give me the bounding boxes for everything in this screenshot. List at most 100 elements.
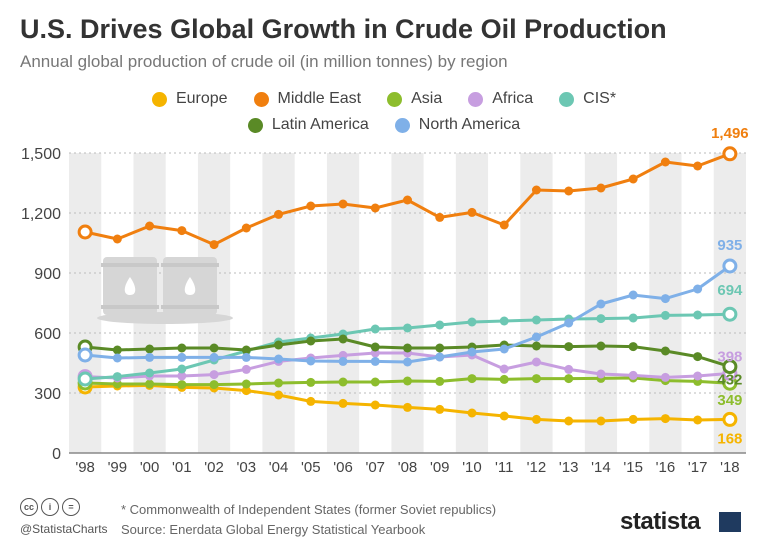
data-point-africa [596, 369, 606, 379]
data-point-middle-east [531, 185, 541, 195]
data-point-latin-america [628, 342, 638, 352]
y-tick-label: 900 [34, 266, 61, 283]
data-point-middle-east [209, 240, 219, 250]
data-point-north-america [274, 354, 284, 364]
data-point-cis [112, 372, 122, 382]
data-point-north-america [209, 352, 219, 362]
legend-item-asia: Asia [387, 90, 442, 108]
cc-icon: cc [20, 498, 38, 516]
data-point-europe [403, 402, 412, 412]
data-point-asia [403, 376, 412, 386]
legend-swatch-latin-america [247, 117, 263, 133]
data-point-cis [531, 315, 541, 325]
data-point-middle-east [564, 186, 574, 196]
data-point-cis [628, 313, 638, 323]
legend-label-africa: Africa [492, 90, 534, 107]
data-point-middle-east [722, 146, 738, 162]
grid-band [713, 153, 746, 453]
data-point-north-america [499, 344, 509, 354]
data-point-latin-america [145, 344, 155, 354]
data-point-latin-america [531, 341, 541, 351]
legend-swatch-cis [559, 91, 575, 107]
end-value-label: 1,496 [711, 125, 749, 142]
data-point-cis [596, 314, 606, 324]
legend-row-2: Latin America North America [0, 116, 768, 134]
legend-item-cis: CIS* [559, 90, 616, 108]
data-point-latin-america [596, 341, 606, 351]
legend-swatch-europe [151, 91, 167, 107]
data-point-europe [722, 411, 738, 427]
x-tick-label: '15 [623, 459, 643, 476]
grid-band [455, 153, 489, 453]
data-point-latin-america [274, 340, 284, 350]
x-tick-label: '11 [495, 459, 513, 476]
legend-swatch-north-america [394, 117, 410, 133]
grid-band [326, 153, 360, 453]
data-point-latin-america [564, 342, 574, 352]
data-point-middle-east [241, 223, 251, 233]
barrel-hoop [161, 263, 219, 267]
data-point-middle-east [306, 201, 316, 211]
data-point-north-america [306, 356, 316, 366]
x-tick-label: '09 [430, 459, 450, 476]
legend-item-middle-east: Middle East [253, 90, 361, 108]
x-tick-label: '08 [398, 459, 418, 476]
data-point-asia [241, 379, 251, 389]
oil-barrels-illustration [97, 257, 233, 324]
legend-swatch-asia [387, 91, 403, 107]
data-point-middle-east [370, 203, 380, 213]
data-point-cis [177, 364, 187, 374]
x-tick-label: '10 [462, 459, 482, 476]
data-point-middle-east [628, 174, 638, 184]
data-point-latin-america [306, 336, 316, 346]
data-point-europe [628, 414, 638, 424]
end-value-label: 935 [717, 237, 742, 254]
data-point-europe [435, 404, 445, 414]
chart-subtitle: Annual global production of crude oil (i… [20, 52, 508, 71]
data-point-north-america [628, 290, 638, 300]
data-point-asia [564, 374, 574, 384]
data-point-europe [660, 414, 670, 424]
data-point-asia [274, 378, 284, 388]
data-point-cis [467, 317, 477, 327]
data-point-cis [693, 310, 703, 320]
data-point-north-america [145, 352, 155, 362]
data-point-africa [241, 364, 251, 374]
data-point-europe [274, 390, 284, 400]
x-tick-label: '07 [365, 459, 385, 476]
barrel-icon [101, 257, 159, 315]
data-point-latin-america [241, 345, 251, 355]
data-point-europe [306, 396, 316, 406]
data-point-europe [370, 400, 380, 410]
x-tick-label: '17 [688, 459, 708, 476]
x-tick-label: '99 [108, 459, 128, 476]
data-point-north-america [77, 347, 93, 363]
data-point-latin-america [660, 346, 670, 356]
data-point-africa [177, 371, 187, 381]
data-point-middle-east [274, 209, 284, 219]
chart-title: U.S. Drives Global Growth in Crude Oil P… [20, 14, 667, 44]
data-point-north-america [722, 258, 738, 274]
data-point-middle-east [112, 234, 122, 244]
data-point-europe [596, 416, 606, 426]
data-point-asia [370, 377, 380, 387]
source-note: Source: Enerdata Global Energy Statistic… [121, 522, 426, 537]
x-tick-label: '16 [656, 459, 676, 476]
data-point-latin-america [403, 343, 412, 353]
data-point-asia [145, 379, 155, 389]
data-point-asia [531, 374, 541, 384]
data-point-latin-america [435, 343, 445, 353]
no-derivatives-icon: = [62, 498, 80, 516]
x-tick-label: '02 [204, 459, 224, 476]
x-tick-label: '18 [720, 459, 740, 476]
attribution-icon: i [41, 498, 59, 516]
data-point-cis [722, 306, 738, 322]
x-tick-label: '14 [591, 459, 611, 476]
data-point-latin-america [370, 342, 380, 352]
data-point-middle-east [467, 207, 477, 217]
data-point-latin-america [722, 359, 738, 375]
footnote: * Commonwealth of Independent States (fo… [121, 502, 497, 517]
data-point-asia [467, 374, 477, 384]
data-point-middle-east [596, 183, 606, 193]
